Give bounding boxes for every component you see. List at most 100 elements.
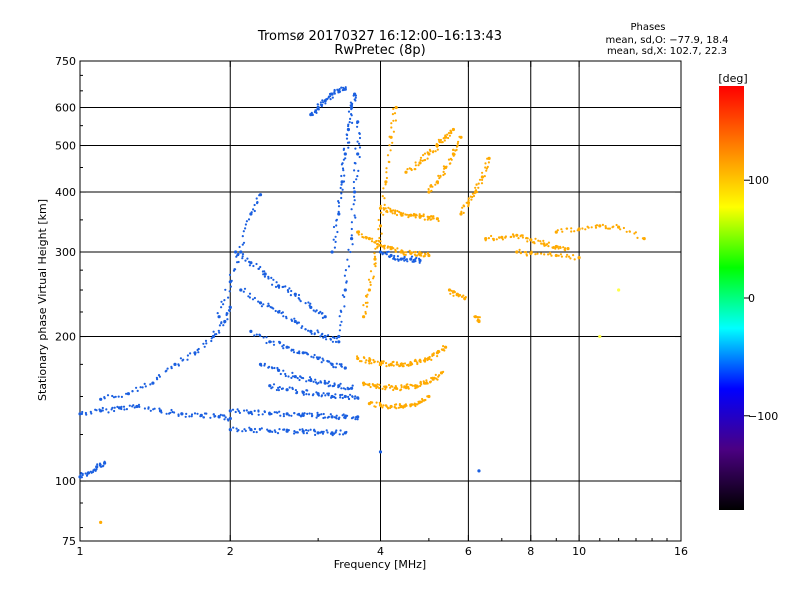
echo-point-X	[379, 363, 383, 366]
echo-point-O	[307, 329, 310, 332]
echo-point-O	[242, 230, 245, 233]
data-point-O	[78, 412, 82, 416]
data-point-O	[350, 237, 354, 241]
echo-point-X	[413, 253, 416, 256]
echo-point-O	[356, 175, 359, 178]
data-point-O	[217, 315, 221, 319]
echo-point-O	[85, 413, 88, 416]
echo-point-X	[525, 254, 529, 257]
data-point-O	[199, 413, 203, 417]
data-point-X	[459, 135, 463, 139]
echo-point-X	[424, 253, 427, 256]
echo-point-X	[636, 236, 639, 239]
echo-point-X	[433, 376, 436, 380]
echo-point-X	[485, 167, 488, 170]
echo-point-X	[377, 228, 380, 231]
x-tick-label: 6	[465, 545, 472, 558]
echo-point-X	[414, 161, 417, 164]
echo-point-O	[220, 321, 223, 324]
echo-point-O	[347, 146, 350, 149]
echo-point-O	[263, 270, 266, 273]
echo-point-O	[101, 465, 104, 468]
echo-point-O	[315, 111, 318, 114]
echo-point-X	[391, 113, 394, 116]
echo-point-X	[562, 246, 565, 249]
echo-point-O	[353, 169, 356, 172]
echo-point-O	[257, 267, 260, 270]
echo-point-X	[411, 251, 414, 254]
data-point-O	[293, 375, 297, 379]
echo-point-X	[419, 156, 423, 159]
echo-point-O	[276, 432, 280, 435]
data-point-O	[301, 390, 305, 394]
echo-point-O	[293, 412, 296, 415]
echo-point-O	[315, 309, 318, 312]
echo-point-O	[269, 429, 272, 432]
echo-point-X	[518, 248, 521, 251]
echo-point-X	[400, 385, 403, 389]
echo-point-O	[326, 431, 329, 434]
echo-point-O	[313, 353, 316, 357]
echo-point-O	[347, 110, 351, 113]
echo-point-X	[437, 138, 440, 141]
echo-point-O	[358, 142, 361, 145]
echo-point-O	[257, 413, 260, 416]
echo-point-O	[340, 387, 343, 390]
echo-point-O	[248, 426, 251, 429]
isolated-point	[477, 469, 481, 473]
echo-point-O	[350, 221, 353, 224]
data-point-X	[529, 238, 533, 242]
echo-point-X	[383, 244, 386, 247]
echo-point-O	[282, 344, 285, 347]
echo-point-O	[320, 413, 323, 416]
echo-point-O	[305, 393, 308, 396]
echo-point-O	[339, 324, 342, 327]
isolated-point	[598, 334, 602, 339]
data-point-O	[293, 319, 297, 324]
echo-point-O	[226, 318, 229, 321]
echo-point-X	[402, 406, 405, 409]
echo-point-O	[343, 174, 346, 177]
echo-point-O	[301, 325, 304, 328]
echo-point-O	[242, 241, 246, 244]
echo-point-O	[113, 406, 116, 409]
echo-point-O	[260, 305, 263, 308]
echo-point-O	[335, 417, 338, 420]
echo-point-O	[320, 361, 323, 364]
echo-point-O	[340, 196, 343, 200]
echo-point-X	[539, 240, 542, 243]
echo-point-X	[444, 134, 447, 137]
echo-point-O	[348, 141, 351, 144]
data-point-O	[353, 190, 357, 194]
echo-point-X	[442, 345, 445, 348]
echo-point-O	[334, 431, 337, 434]
echo-point-O	[304, 302, 307, 305]
echo-point-O	[116, 405, 119, 408]
echo-point-O	[272, 307, 275, 310]
echo-point-X	[388, 135, 391, 138]
echo-point-X	[633, 232, 636, 235]
legend-x-stats: mean, sd,X: 102.7, 22.3	[607, 46, 727, 57]
echo-point-X	[391, 385, 394, 388]
echo-point-O	[100, 465, 103, 468]
echo-point-O	[353, 199, 356, 202]
echo-point-O	[350, 234, 353, 237]
echo-point-O	[335, 337, 338, 340]
echo-point-O	[314, 378, 317, 381]
echo-point-X	[365, 295, 368, 298]
echo-point-O	[317, 381, 320, 384]
echo-point-O	[344, 269, 347, 272]
echo-point-X	[594, 224, 597, 227]
echo-point-O	[268, 412, 271, 415]
echo-point-X	[364, 301, 367, 304]
echo-point-X	[394, 250, 397, 253]
echo-point-O	[205, 412, 208, 415]
data-point-O	[258, 193, 263, 197]
echo-point-X	[442, 173, 445, 177]
echo-point-O	[84, 472, 87, 475]
echo-point-O	[302, 377, 305, 380]
echo-point-X	[422, 154, 425, 157]
echo-point-X	[604, 226, 607, 229]
echo-point-X	[436, 355, 439, 358]
data-point-O	[356, 152, 360, 156]
